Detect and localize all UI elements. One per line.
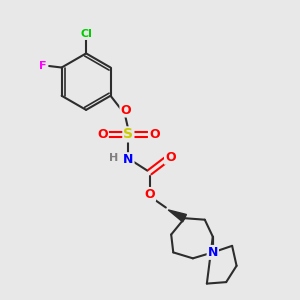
Text: H: H bbox=[110, 153, 119, 163]
Text: O: O bbox=[149, 128, 160, 141]
Text: O: O bbox=[120, 103, 131, 116]
Text: S: S bbox=[123, 128, 134, 141]
Text: Cl: Cl bbox=[80, 29, 92, 39]
Text: N: N bbox=[123, 153, 134, 166]
Text: O: O bbox=[165, 151, 175, 164]
Text: F: F bbox=[40, 61, 47, 71]
Text: O: O bbox=[145, 188, 155, 201]
Polygon shape bbox=[168, 210, 186, 222]
Text: N: N bbox=[208, 246, 218, 259]
Text: O: O bbox=[97, 128, 108, 141]
